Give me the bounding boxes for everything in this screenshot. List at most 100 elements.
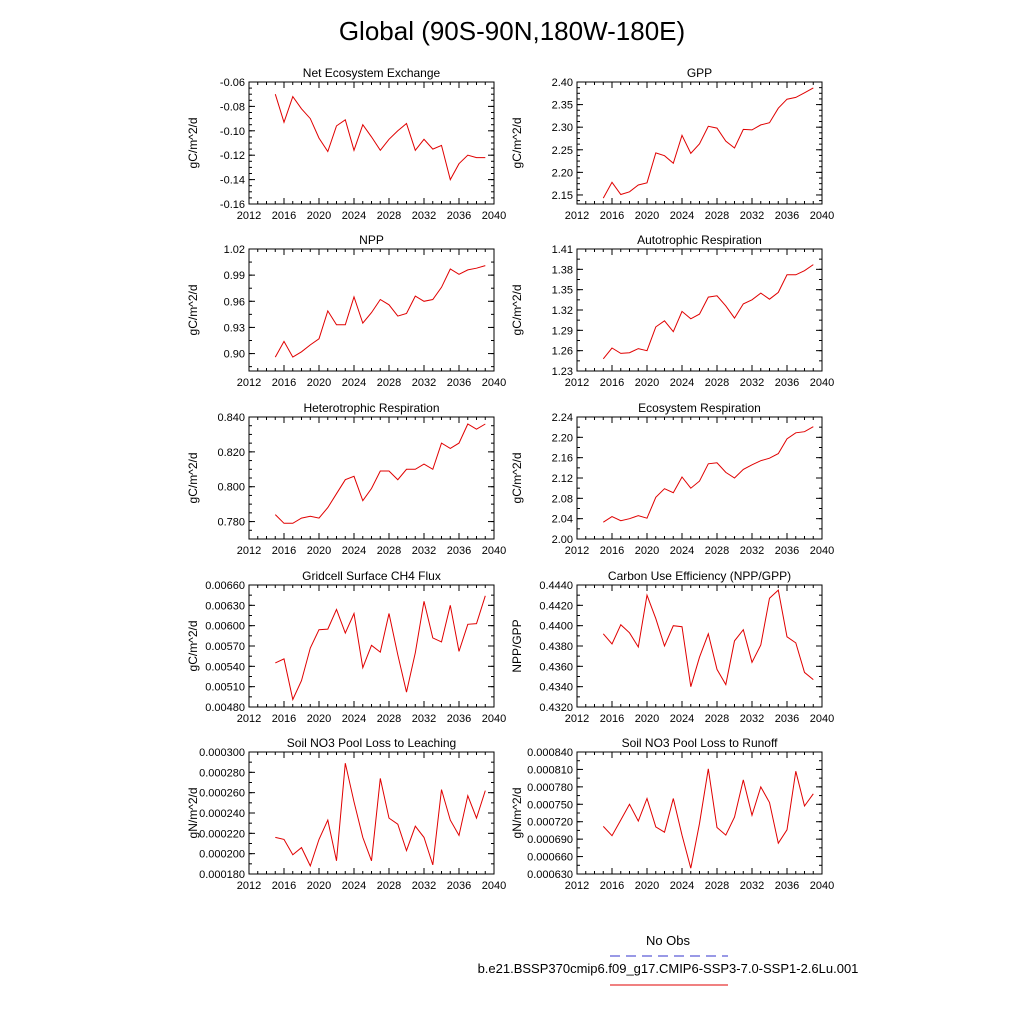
- y-tick-label: 0.000690: [527, 834, 573, 846]
- y-tick-label: 0.840: [217, 412, 245, 424]
- panel-10: Soil NO3 Pool Loss to Runoff gN/m^2/d 2012…: [510, 736, 834, 892]
- x-tick-label: 2028: [377, 880, 401, 892]
- x-tick-label: 2036: [775, 880, 799, 892]
- series-line: [602, 87, 814, 199]
- y-tick-label: 0.000630: [527, 869, 573, 881]
- y-tick-label: 0.000660: [527, 852, 573, 864]
- panel-9: Soil NO3 Pool Loss to Leaching gN/m^2/d 20…: [186, 736, 506, 892]
- y-tick-label: 2.15: [552, 190, 573, 202]
- plot-frame: [576, 584, 823, 708]
- y-tick-label: 0.780: [217, 517, 245, 529]
- y-tick-label: 0.4400: [539, 621, 573, 633]
- x-tick-label: 2012: [237, 713, 261, 725]
- y-tick-label: 0.800: [217, 482, 245, 494]
- x-tick-label: 2024: [670, 377, 694, 389]
- x-tick-label: 2020: [307, 545, 331, 557]
- x-tick-label: 2024: [670, 880, 694, 892]
- y-tick-label: 0.90: [224, 349, 245, 361]
- x-tick-label: 2020: [635, 545, 659, 557]
- plot-frame: [248, 248, 495, 372]
- x-tick-label: 2028: [705, 377, 729, 389]
- x-tick-label: 2012: [565, 545, 589, 557]
- y-tick-label: 1.29: [552, 325, 573, 337]
- y-tick-label: 0.4340: [539, 682, 573, 694]
- y-axis-label: gN/m^2/d: [186, 788, 200, 839]
- panel-title: Heterotrophic Respiration: [303, 401, 439, 415]
- y-tick-label: -0.14: [220, 175, 245, 187]
- x-tick-label: 2032: [740, 880, 764, 892]
- y-axis-label: gC/m^2/d: [186, 285, 200, 336]
- y-axis-label: gC/m^2/d: [510, 118, 524, 169]
- y-tick-label: 0.000840: [527, 747, 573, 759]
- y-axis-label: NPP/GPP: [510, 619, 524, 672]
- x-tick-label: 2036: [447, 377, 471, 389]
- series-line: [602, 589, 814, 687]
- y-tick-label: 1.41: [552, 244, 573, 256]
- y-axis-label: gC/m^2/d: [186, 118, 200, 169]
- x-tick-label: 2032: [412, 377, 436, 389]
- y-axis-label: gN/m^2/d: [510, 788, 524, 839]
- y-tick-label: 0.000300: [199, 747, 245, 759]
- y-tick-label: 0.000280: [199, 767, 245, 779]
- x-tick-label: 2028: [705, 545, 729, 557]
- y-tick-label: 2.16: [552, 453, 573, 465]
- figure-title: Global (90S-90N,180W-180E): [339, 16, 685, 46]
- x-tick-label: 2032: [740, 210, 764, 222]
- y-tick-label: 2.00: [552, 534, 573, 546]
- x-tick-label: 2028: [705, 880, 729, 892]
- x-tick-label: 2020: [635, 210, 659, 222]
- plot-frame: [576, 248, 823, 372]
- panels: Net Ecosystem Exchange gC/m^2/d 2012 2016 20…: [186, 66, 834, 892]
- x-tick-label: 2016: [600, 545, 624, 557]
- y-tick-label: 2.24: [552, 412, 573, 424]
- x-tick-label: 2036: [447, 210, 471, 222]
- x-tick-label: 2040: [482, 377, 506, 389]
- legend-case-label: b.e21.BSSP370cmip6.f09_g17.CMIP6-SSP3-7.…: [478, 961, 859, 976]
- x-tick-label: 2040: [482, 545, 506, 557]
- x-tick-label: 2024: [670, 713, 694, 725]
- plot-frame: [576, 416, 823, 540]
- x-tick-label: 2024: [342, 545, 366, 557]
- y-tick-label: -0.08: [220, 101, 245, 113]
- x-tick-label: 2028: [377, 377, 401, 389]
- y-tick-label: 0.00510: [205, 682, 245, 694]
- x-tick-label: 2032: [740, 713, 764, 725]
- y-tick-label: 2.12: [552, 473, 573, 485]
- x-tick-label: 2012: [565, 880, 589, 892]
- x-tick-label: 2036: [775, 377, 799, 389]
- x-tick-label: 2036: [775, 713, 799, 725]
- panel-3: NPP gC/m^2/d 2012 2016 2020 2024 2028 2032 2036 2…: [186, 233, 506, 389]
- x-tick-label: 2012: [237, 377, 261, 389]
- y-tick-label: 0.000260: [199, 788, 245, 800]
- plot-frame: [248, 81, 495, 205]
- y-tick-label: 0.000780: [527, 782, 573, 794]
- x-tick-label: 2020: [635, 713, 659, 725]
- x-tick-label: 2012: [237, 210, 261, 222]
- series-line: [274, 423, 486, 524]
- x-tick-label: 2012: [565, 377, 589, 389]
- x-tick-label: 2040: [810, 880, 834, 892]
- x-tick-label: 2016: [272, 210, 296, 222]
- y-tick-label: 0.000720: [527, 817, 573, 829]
- x-tick-label: 2020: [307, 210, 331, 222]
- x-tick-label: 2020: [307, 713, 331, 725]
- x-tick-label: 2028: [377, 545, 401, 557]
- x-tick-label: 2012: [565, 713, 589, 725]
- panel-title: Soil NO3 Pool Loss to Runoff: [622, 736, 779, 750]
- y-tick-label: 0.96: [224, 296, 245, 308]
- x-tick-label: 2036: [447, 880, 471, 892]
- x-tick-label: 2024: [342, 880, 366, 892]
- x-tick-label: 2032: [412, 713, 436, 725]
- panel-title: Gridcell Surface CH4 Flux: [302, 569, 441, 583]
- y-tick-label: 0.00630: [205, 600, 245, 612]
- y-tick-label: 0.00600: [205, 621, 245, 633]
- x-tick-label: 2012: [237, 880, 261, 892]
- x-tick-label: 2012: [237, 545, 261, 557]
- y-tick-label: 2.08: [552, 493, 573, 505]
- legend: No Obs b.e21.BSSP370cmip6.f09_g17.CMIP6-…: [478, 933, 859, 986]
- x-tick-label: 2028: [705, 713, 729, 725]
- series-line: [603, 426, 814, 523]
- y-axis-label: gC/m^2/d: [186, 621, 200, 672]
- y-tick-label: 2.40: [552, 77, 573, 89]
